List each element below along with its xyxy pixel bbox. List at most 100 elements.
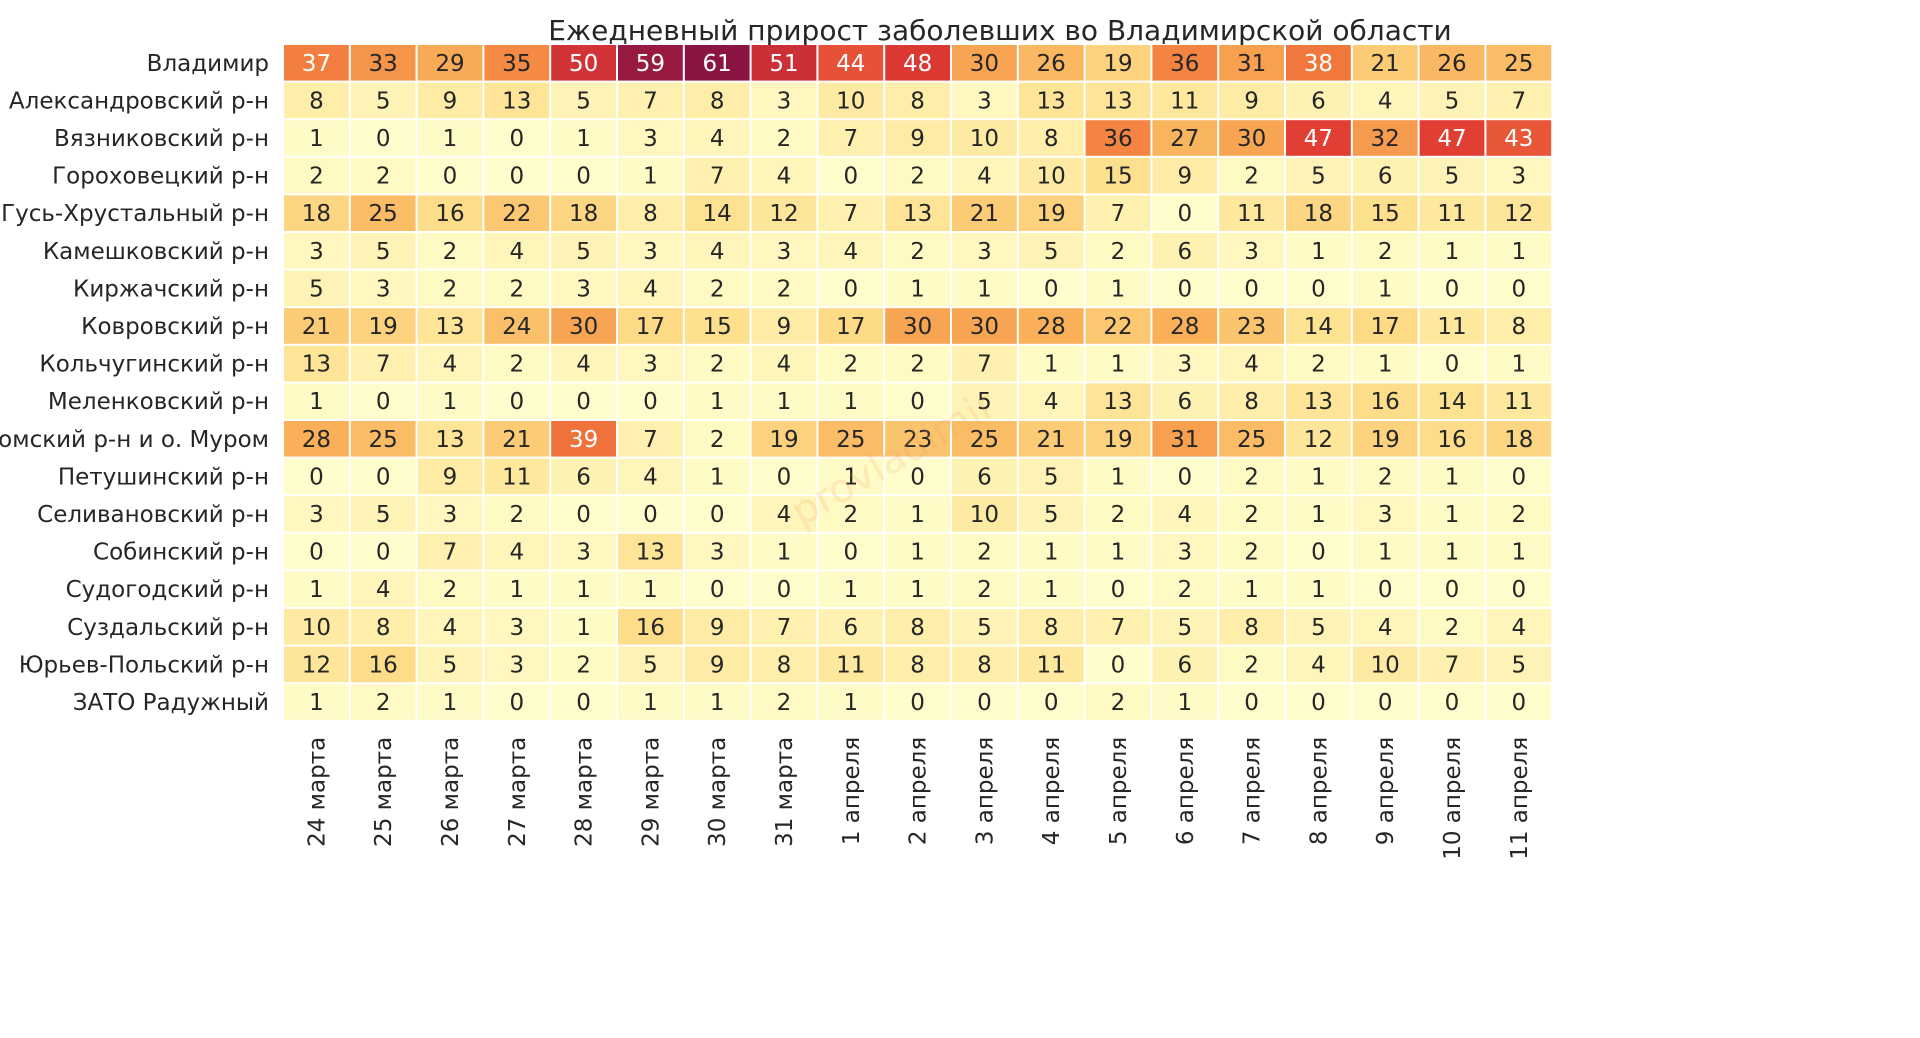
cell-value-label: 1	[1511, 239, 1526, 265]
cell-value-label: 19	[1103, 427, 1132, 453]
heatmap-cell	[1018, 684, 1084, 720]
cell-value-label: 4	[443, 615, 458, 641]
cell-value-label: 10	[1371, 652, 1400, 678]
heatmap-cell	[1419, 571, 1485, 607]
cell-value-label: 8	[1244, 389, 1259, 415]
cell-value-label: 2	[376, 164, 391, 190]
heatmap-cell	[1419, 82, 1485, 119]
cell-value-label: 8	[1244, 615, 1259, 641]
cell-value-label: 2	[443, 276, 458, 302]
cell-value-label: 2	[1111, 502, 1126, 528]
heatmap-cell	[1352, 157, 1418, 194]
heatmap-cell	[1152, 157, 1218, 194]
cell-value-label: 7	[777, 615, 792, 641]
cell-value-label: 14	[703, 201, 732, 227]
cell-value-label: 3	[643, 126, 658, 152]
heatmap-cell	[1486, 157, 1552, 194]
heatmap-cell	[284, 308, 349, 344]
row-label: Юрьев-Польский р-н	[19, 652, 269, 678]
heatmap-cell	[417, 120, 483, 156]
heatmap-cell	[417, 571, 483, 607]
cell-value-label: 1	[910, 276, 925, 302]
heatmap-cell	[1486, 684, 1552, 720]
heatmap-cell	[1419, 120, 1485, 156]
heatmap-cell	[952, 82, 1017, 119]
cell-value-label: 1	[1445, 502, 1460, 528]
heatmap-cell	[1152, 308, 1218, 344]
cell-value-label: 21	[302, 314, 331, 340]
cell-value-label: 5	[1311, 164, 1326, 190]
heatmap-cell	[551, 609, 616, 645]
heatmap-cell	[885, 571, 950, 607]
cell-value-label: 4	[777, 352, 792, 378]
cell-value-label: 11	[1504, 389, 1533, 415]
heatmap-cell	[417, 270, 483, 307]
heatmap-cell	[684, 195, 750, 231]
cell-value-label: 5	[309, 276, 324, 302]
cell-value-label: 2	[1511, 502, 1526, 528]
cell-value-label: 1	[1111, 464, 1126, 490]
heatmap-cell	[284, 571, 349, 607]
cell-value-label: 5	[643, 652, 658, 678]
heatmap-cell	[1486, 120, 1552, 156]
column-label: 6 апреля	[1173, 737, 1199, 845]
cell-value-label: 5	[1311, 615, 1326, 641]
heatmap-cell	[684, 345, 750, 382]
heatmap-cell	[484, 45, 550, 81]
heatmap-cell	[618, 233, 683, 269]
heatmap-cell	[284, 270, 349, 307]
heatmap-cell	[417, 383, 483, 419]
heatmap-cell	[1352, 496, 1418, 532]
cell-value-label: 1	[1445, 540, 1460, 566]
cell-value-label: 2	[910, 352, 925, 378]
cell-value-label: 1	[643, 164, 658, 190]
cell-value-label: 13	[1304, 389, 1333, 415]
cell-value-label: 47	[1304, 126, 1333, 152]
cell-value-label: 0	[643, 389, 658, 415]
heatmap-cell	[1018, 120, 1084, 156]
cell-value-label: 0	[1378, 577, 1393, 603]
cell-value-label: 4	[1378, 615, 1393, 641]
cell-value-label: 16	[1437, 427, 1466, 453]
cell-value-label: 0	[376, 126, 391, 152]
heatmap-cell	[284, 383, 349, 419]
cell-value-label: 0	[376, 464, 391, 490]
cell-value-label: 6	[1311, 88, 1326, 114]
cell-value-label: 27	[1170, 126, 1199, 152]
column-label: 28 марта	[572, 737, 598, 847]
row-label: Гороховецкий р-н	[52, 164, 269, 190]
heatmap-cell	[484, 458, 550, 495]
heatmap-cell	[484, 270, 550, 307]
heatmap-cell	[1286, 571, 1351, 607]
cell-value-label: 3	[977, 88, 992, 114]
heatmap-cell	[1219, 609, 1284, 645]
cell-value-label: 2	[1244, 502, 1259, 528]
cell-value-label: 4	[1244, 352, 1259, 378]
heatmap-cell	[818, 195, 884, 231]
heatmap-cell	[751, 421, 817, 457]
cell-value-label: 23	[1237, 314, 1266, 340]
cell-value-label: 38	[1304, 51, 1333, 77]
heatmap-cell	[484, 609, 550, 645]
heatmap-cell	[284, 82, 349, 119]
heatmap-cell	[684, 458, 750, 495]
heatmap-cell	[1286, 684, 1351, 720]
cell-value-label: 12	[1304, 427, 1333, 453]
heatmap-cell	[1085, 270, 1151, 307]
cell-value-label: 3	[777, 88, 792, 114]
cell-value-label: 8	[1044, 126, 1059, 152]
heatmap-cell	[684, 609, 750, 645]
heatmap-cell	[1419, 233, 1485, 269]
cell-value-label: 0	[843, 164, 858, 190]
cell-value-label: 10	[1037, 164, 1066, 190]
heatmap-cell	[350, 270, 416, 307]
heatmap-cell	[417, 533, 483, 570]
heatmap-cell	[618, 308, 683, 344]
cell-value-label: 1	[843, 577, 858, 603]
heatmap-cell	[684, 270, 750, 307]
heatmap-cell	[684, 120, 750, 156]
heatmap-cell	[350, 458, 416, 495]
heatmap-cell	[484, 345, 550, 382]
heatmap-cell	[818, 421, 884, 457]
heatmap-cell	[1219, 533, 1284, 570]
